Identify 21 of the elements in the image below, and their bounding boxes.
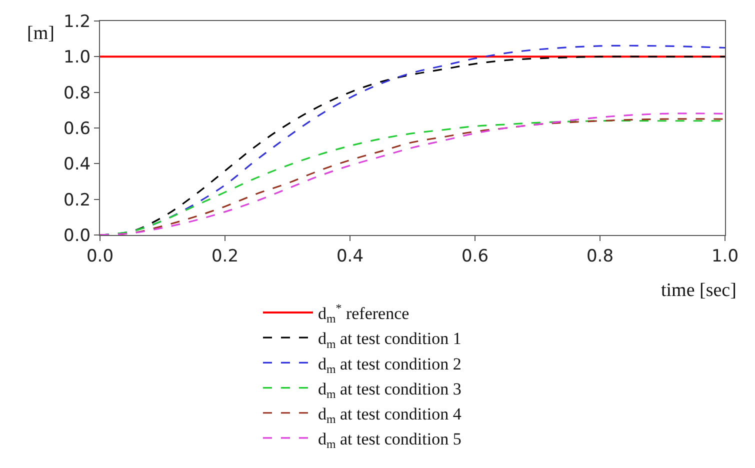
y-tick-label: 0.6: [64, 118, 91, 139]
x-tick-label: 1.0: [711, 246, 739, 266]
x-tick-label: 0.2: [211, 246, 239, 266]
x-axis-title: time [sec]: [661, 280, 736, 301]
x-tick-label: 0.0: [86, 246, 114, 266]
legend-label: d$_{m}$$^{*}$ reference: [318, 300, 410, 326]
y-tick-label: 1.2: [64, 12, 91, 32]
y-tick-label: 0.8: [64, 83, 91, 104]
y-tick-label: 0.0: [64, 226, 91, 246]
y-tick-label: 0.4: [64, 154, 91, 175]
legend-label: d$_{m}$ at test condition 1: [318, 329, 462, 351]
legend-label: d$_{m}$ at test condition 3: [318, 379, 462, 401]
legend-label: d$_{m}$ at test condition 2: [318, 354, 462, 376]
x-tick-label: 0.6: [461, 246, 489, 266]
x-tick-label: 0.8: [586, 246, 614, 266]
legend-label: d$_{m}$ at test condition 4: [318, 404, 462, 426]
y-tick-label: 1.0: [64, 48, 91, 68]
legend-label: d$_{m}$ at test condition 5: [318, 430, 462, 452]
x-tick-label: 0.4: [336, 246, 364, 266]
y-axis-title: [m]: [27, 23, 54, 44]
y-tick-label: 0.2: [64, 190, 91, 210]
